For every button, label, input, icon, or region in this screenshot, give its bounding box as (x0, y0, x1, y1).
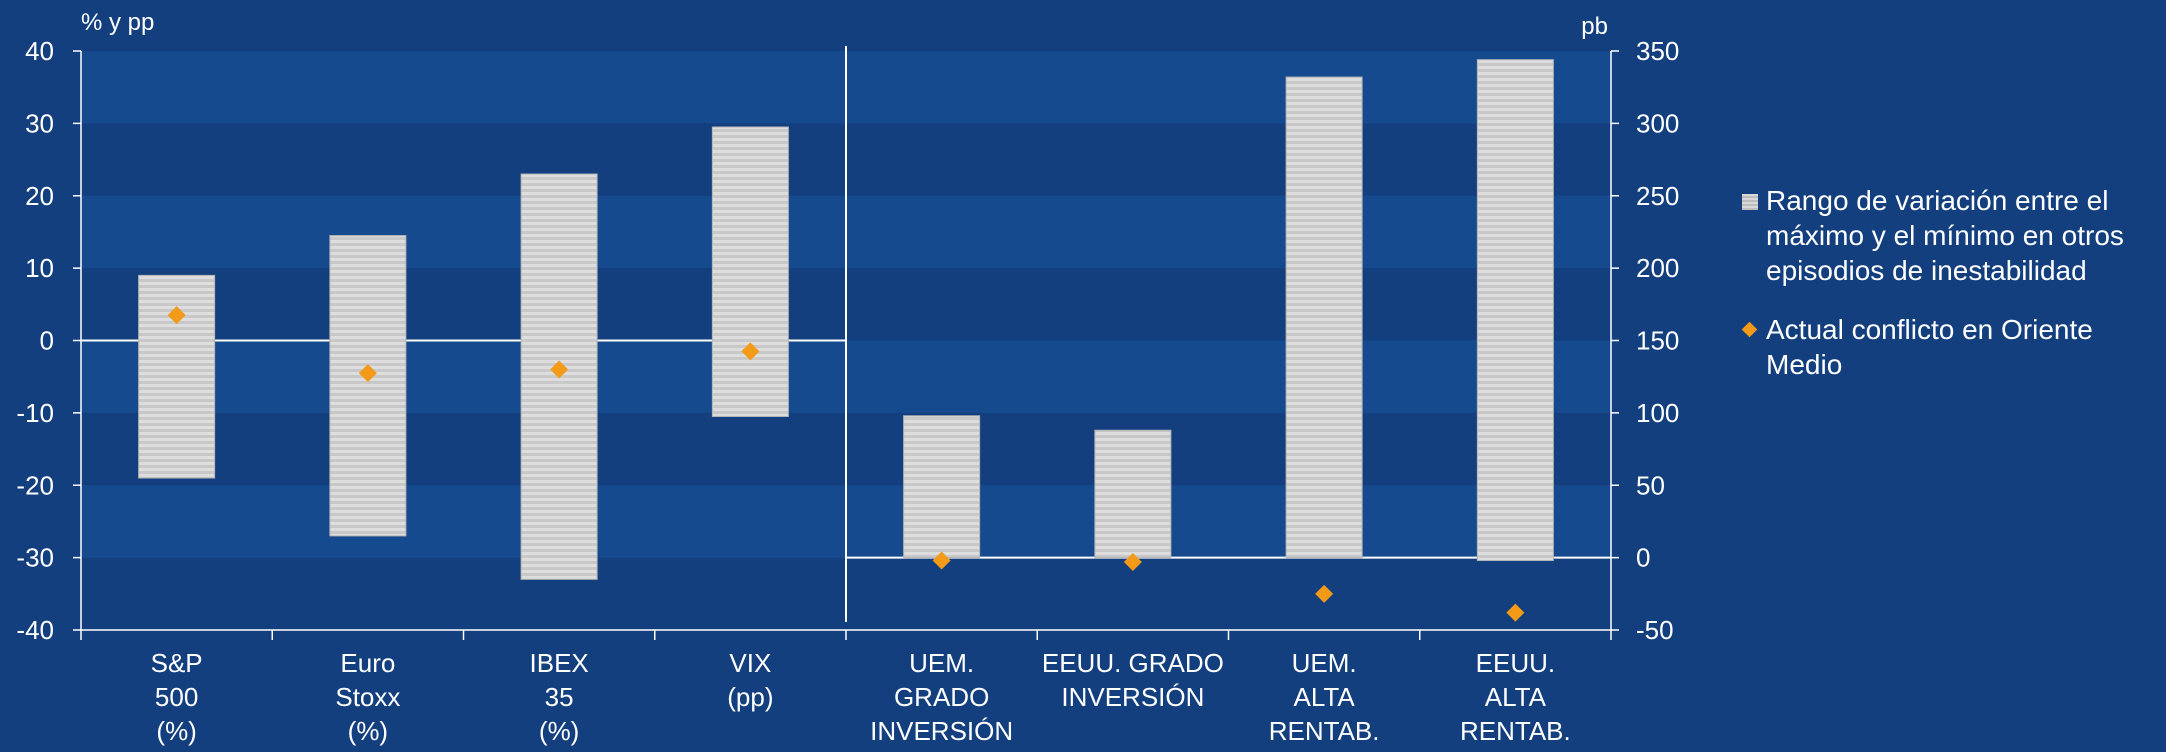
category-label: EEUU. ALTA RENTAB. (1460, 648, 1571, 746)
category-label: IBEX 35 (%) (530, 648, 589, 746)
range-bar (903, 415, 981, 559)
left-tick-label: 40 (25, 36, 54, 66)
category-label: S&P 500 (%) (151, 648, 203, 746)
category-label: UEM. GRADO INVERSIÓN (870, 648, 1013, 746)
current-marker (932, 551, 951, 570)
right-tick-label: 200 (1636, 253, 1679, 283)
category-label: EEUU. GRADO INVERSIÓN (1042, 648, 1224, 712)
left-tick-label: 10 (25, 253, 54, 283)
legend-range-label: Rango de variación entre el máximo y el … (1766, 185, 2124, 286)
right-tick-label: 150 (1636, 326, 1679, 356)
range-bars (138, 59, 1554, 580)
right-tick-label: -50 (1636, 615, 1674, 645)
current-marker (550, 360, 569, 379)
current-marker (741, 342, 760, 361)
current-marker (1315, 584, 1334, 603)
left-tick-label: -10 (16, 398, 54, 428)
range-bar (1285, 76, 1363, 559)
left-axis-unit: % y pp (81, 9, 154, 36)
category-label: Euro Stoxx (%) (335, 648, 400, 746)
right-tick-label: 300 (1636, 108, 1679, 138)
current-marker (1123, 552, 1142, 571)
legend-marker-label: Actual conflicto en Oriente Medio (1766, 314, 2093, 380)
range-bar (711, 126, 789, 417)
left-tick-label: 20 (25, 181, 54, 211)
axis-labels: 403020100-10-20-30-403503002502001501005… (16, 9, 1679, 746)
category-label: UEM. ALTA RENTAB. (1269, 648, 1380, 746)
left-tick-label: -40 (16, 615, 54, 645)
range-bar (1094, 429, 1172, 559)
right-tick-label: 100 (1636, 398, 1679, 428)
left-tick-label: -30 (16, 543, 54, 573)
range-bar (138, 274, 216, 479)
legend-range-swatch (1742, 194, 1758, 210)
left-tick-label: 30 (25, 108, 54, 138)
right-tick-label: 50 (1636, 470, 1665, 500)
category-label: VIX (pp) (727, 648, 773, 712)
current-markers (167, 306, 1525, 622)
range-bar (329, 235, 407, 537)
current-marker (1506, 603, 1525, 622)
legend-item-range: Rango de variación entre el máximo y el … (1742, 183, 2162, 288)
legend: Rango de variación entre el máximo y el … (1741, 183, 2162, 382)
range-bar (1476, 59, 1554, 562)
right-tick-label: 0 (1636, 543, 1650, 573)
right-axis-unit: pb (1581, 13, 1608, 40)
legend-item-marker: Actual conflicto en Oriente Medio (1741, 312, 2162, 382)
legend-marker-swatch (1741, 321, 1758, 338)
left-tick-label: -20 (16, 470, 54, 500)
left-tick-label: 0 (40, 326, 54, 356)
right-tick-label: 250 (1636, 181, 1679, 211)
current-marker (358, 364, 377, 383)
current-marker (167, 306, 186, 325)
right-tick-label: 350 (1636, 36, 1679, 66)
